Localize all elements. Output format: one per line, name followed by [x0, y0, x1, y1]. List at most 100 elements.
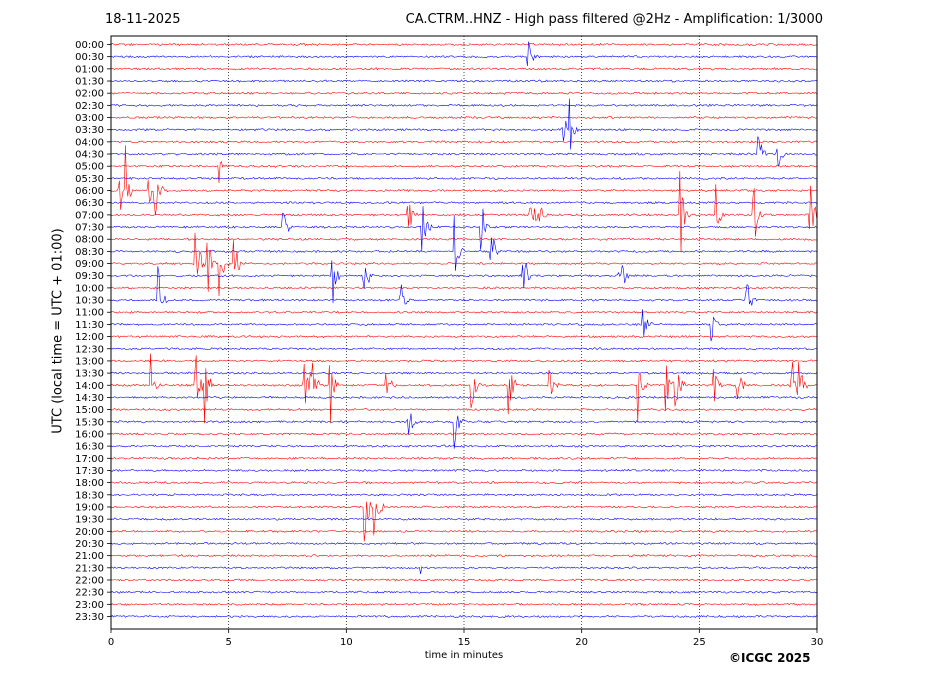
y-tick-label: 08:30 — [75, 247, 104, 258]
seismic-trace-0430 — [110, 136, 817, 167]
y-tick-label: 06:30 — [75, 198, 104, 209]
seismic-trace-1700 — [110, 456, 817, 460]
seismic-trace-0900 — [110, 232, 817, 297]
y-tick-label: 17:30 — [75, 466, 104, 477]
y-tick-label: 10:00 — [75, 283, 104, 294]
y-tick-label: 09:00 — [75, 259, 104, 270]
seismic-trace-0330 — [110, 98, 817, 150]
seismic-trace-1530 — [111, 413, 817, 449]
seismic-trace-1930 — [110, 517, 817, 521]
y-tick-label: 01:30 — [75, 77, 104, 88]
chart-date: 18-11-2025 — [105, 12, 181, 27]
y-tick-label: 07:00 — [75, 210, 104, 221]
x-tick-label: 15 — [458, 637, 471, 648]
y-tick-label: 21:30 — [75, 563, 104, 574]
seismic-trace-0930 — [110, 260, 817, 304]
seismic-trace-2200 — [110, 578, 817, 582]
x-tick-label: 20 — [575, 637, 588, 648]
seismic-trace-1730 — [110, 468, 817, 473]
seismic-trace-1200 — [110, 334, 817, 339]
seismic-trace-0000 — [110, 42, 817, 47]
copyright-notice: ©ICGC 2025 — [729, 651, 811, 665]
y-tick-label: 22:30 — [75, 588, 104, 599]
y-tick-label: 03:30 — [75, 125, 104, 136]
y-tick-label: 23:30 — [75, 612, 104, 623]
y-tick-label: 16:30 — [75, 442, 104, 453]
y-tick-label: 03:00 — [75, 113, 104, 124]
seismic-trace-0600 — [110, 145, 817, 215]
y-tick-label: 11:30 — [75, 320, 104, 331]
y-tick-label: 23:00 — [75, 600, 104, 611]
y-tick-label: 19:00 — [75, 502, 104, 513]
y-tick-label: 11:00 — [75, 308, 104, 319]
seismic-trace-1900 — [110, 501, 817, 542]
seismic-trace-0230 — [110, 103, 817, 107]
y-tick-label: 12:30 — [75, 344, 104, 355]
y-tick-label: 09:30 — [75, 271, 104, 282]
y-tick-label: 04:00 — [75, 137, 104, 148]
y-tick-label: 02:00 — [75, 89, 104, 100]
y-tick-label: 13:00 — [75, 356, 104, 367]
y-tick-label: 22:00 — [75, 575, 104, 586]
seismic-trace-0400 — [110, 140, 817, 144]
seismic-trace-0200 — [110, 91, 817, 95]
y-tick-label: 07:30 — [75, 223, 104, 234]
y-tick-label: 10:30 — [75, 296, 104, 307]
y-tick-label: 15:30 — [75, 417, 104, 428]
seismic-trace-0100 — [110, 67, 817, 71]
y-tick-label: 06:00 — [75, 186, 104, 197]
seismic-trace-2100 — [111, 554, 817, 558]
seismic-trace-1400 — [110, 353, 817, 424]
x-tick-label: 5 — [225, 637, 231, 648]
y-tick-label: 01:00 — [75, 64, 104, 75]
x-tick-label: 10 — [340, 637, 353, 648]
seismic-trace-1000 — [110, 286, 817, 290]
y-tick-label: 16:00 — [75, 429, 104, 440]
seismic-trace-1030 — [110, 266, 817, 306]
seismic-trace-1830 — [110, 493, 817, 497]
seismic-trace-0500 — [110, 160, 817, 183]
y-tick-label: 05:30 — [75, 174, 104, 185]
seismic-trace-1300 — [110, 359, 817, 363]
chart-title: CA.CTRM..HNZ - High pass filtered @2Hz -… — [405, 12, 823, 27]
seismic-trace-1600 — [110, 432, 817, 436]
seismic-trace-1330 — [110, 371, 817, 375]
seismic-trace-1230 — [110, 347, 817, 351]
seismic-trace-0800 — [110, 237, 817, 241]
y-tick-label: 04:30 — [75, 150, 104, 161]
seismic-trace-1100 — [110, 310, 817, 314]
seismic-trace-1800 — [110, 480, 817, 485]
seismic-trace-2130 — [110, 566, 817, 574]
seismic-trace-0730 — [110, 206, 817, 252]
seismic-trace-2300 — [110, 602, 817, 606]
y-tick-label: 20:30 — [75, 539, 104, 550]
y-tick-label: 18:00 — [75, 478, 104, 489]
x-tick-label: 0 — [108, 637, 114, 648]
y-tick-label: 00:30 — [75, 52, 104, 63]
seismic-trace-0300 — [111, 115, 817, 120]
seismic-trace-0630 — [110, 201, 817, 205]
seismic-trace-1500 — [111, 407, 817, 412]
y-tick-label: 19:30 — [75, 515, 104, 526]
x-tick-label: 30 — [811, 637, 824, 648]
y-tick-label: 17:00 — [75, 454, 104, 465]
seismic-trace-2330 — [110, 614, 817, 618]
y-tick-label: 02:30 — [75, 101, 104, 112]
seismic-trace-0030 — [111, 41, 817, 67]
seismic-trace-2000 — [110, 529, 817, 533]
y-tick-label: 12:00 — [75, 332, 104, 343]
seismic-trace-0530 — [110, 176, 817, 181]
seismic-trace-1130 — [110, 309, 817, 342]
seismic-trace-0700 — [110, 170, 817, 253]
seismic-trace-1630 — [110, 444, 817, 448]
y-tick-label: 21:00 — [75, 551, 104, 562]
seismic-trace-2030 — [110, 541, 817, 546]
y-tick-label: 08:00 — [75, 235, 104, 246]
seismic-trace-0130 — [110, 79, 817, 83]
y-tick-label: 18:30 — [75, 490, 104, 501]
y-tick-label: 20:00 — [75, 527, 104, 538]
y-tick-label: 15:00 — [75, 405, 104, 416]
y-tick-label: 14:00 — [75, 381, 104, 392]
y-tick-label: 00:00 — [75, 40, 104, 51]
